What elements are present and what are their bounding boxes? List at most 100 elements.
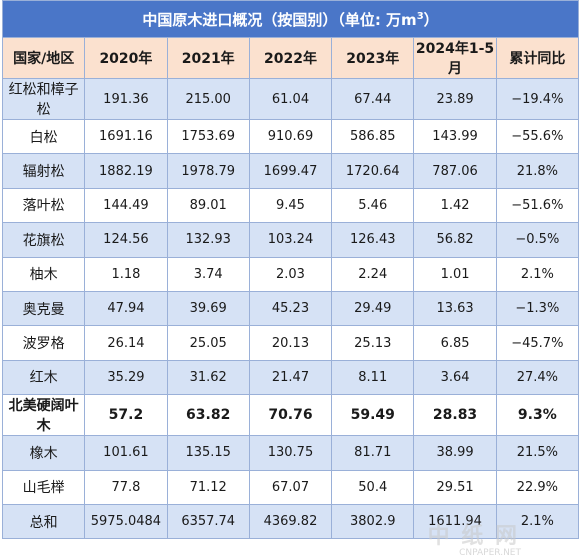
value-cell: 4369.82: [248, 503, 333, 540]
value-cell: 13.63: [413, 290, 497, 327]
value-cell: 124.56: [84, 222, 168, 258]
row-label-cell: 北美硬阔叶木: [1, 394, 86, 437]
table-row: 橡木 101.61 135.15 130.75 81.71 38.99 21.5%: [1, 435, 580, 471]
value-cell: 215.00: [166, 78, 250, 120]
value-cell: 31.62: [166, 359, 250, 396]
table-row: 红松和樟子松 191.36 215.00 61.04 67.44 23.89 −19.4%: [1, 78, 580, 120]
value-cell: −51.6%: [495, 187, 580, 224]
value-cell: 3802.9: [331, 503, 415, 540]
value-cell: 21.8%: [495, 153, 580, 189]
value-cell: 144.49: [84, 187, 168, 224]
import-table: 中国原木进口概况（按国别）（单位: 万m3） 国家/地区 2020年 2021年 20…: [1, 0, 580, 540]
value-cell: 45.23: [248, 290, 333, 327]
value-cell: 20.13: [248, 325, 333, 361]
value-cell: 6357.74: [166, 503, 250, 540]
row-label-cell: 花旗松: [1, 222, 86, 258]
value-cell: 21.5%: [495, 435, 580, 471]
table-row: 北美硬阔叶木 57.2 63.82 70.76 59.49 28.83 9.3%: [1, 394, 580, 437]
value-cell: 22.9%: [495, 469, 580, 505]
value-cell: 103.24: [248, 222, 333, 258]
value-cell: −45.7%: [495, 325, 580, 361]
value-cell: 1.42: [413, 187, 497, 224]
value-cell: 1611.94: [413, 503, 497, 540]
value-cell: 3.64: [413, 359, 497, 396]
value-cell: 25.13: [331, 325, 415, 361]
value-cell: 67.44: [331, 78, 415, 120]
value-cell: 38.99: [413, 435, 497, 471]
value-cell: 2.1%: [495, 503, 580, 540]
value-cell: 787.06: [413, 153, 497, 189]
value-cell: 28.83: [413, 394, 497, 437]
value-cell: 67.07: [248, 469, 333, 505]
value-cell: 39.69: [166, 290, 250, 327]
value-cell: 81.71: [331, 435, 415, 471]
value-cell: 8.11: [331, 359, 415, 396]
value-cell: 2.03: [248, 256, 333, 292]
table-title: 中国原木进口概况（按国别）（单位: 万m3）: [2, 0, 579, 38]
value-cell: 47.94: [84, 290, 168, 327]
value-cell: −19.4%: [495, 78, 580, 120]
table-row: 辐射松 1882.19 1978.79 1699.47 1720.64 787.06 21.…: [1, 153, 580, 189]
table-row: 花旗松 124.56 132.93 103.24 126.43 56.82 −0.5%: [1, 222, 580, 258]
column-header: 2021年: [166, 37, 250, 79]
row-label-cell: 辐射松: [1, 153, 86, 189]
table-row: 柚木 1.18 3.74 2.03 2.24 1.01 2.1%: [1, 256, 580, 292]
value-cell: 71.12: [166, 469, 250, 505]
value-cell: −1.3%: [495, 290, 580, 327]
row-label-cell: 白松: [1, 118, 86, 155]
row-label-cell: 奥克曼: [1, 290, 86, 327]
row-label-cell: 总和: [1, 503, 86, 540]
watermark-site: CNPAPER.NET: [459, 548, 521, 558]
table-row: 波罗格 26.14 25.05 20.13 25.13 6.85 −45.7%: [1, 325, 580, 361]
row-label-cell: 波罗格: [1, 325, 86, 361]
value-cell: 35.29: [84, 359, 168, 396]
value-cell: 132.93: [166, 222, 250, 258]
value-cell: 1.18: [84, 256, 168, 292]
value-cell: 143.99: [413, 118, 497, 155]
value-cell: 191.36: [84, 78, 168, 120]
value-cell: 2.24: [331, 256, 415, 292]
value-cell: 910.69: [248, 118, 333, 155]
value-cell: 1882.19: [84, 153, 168, 189]
column-header: 2022年: [248, 37, 333, 79]
table-title-superscript: 3: [416, 10, 424, 22]
value-cell: 1978.79: [166, 153, 250, 189]
column-header: 2020年: [84, 37, 168, 79]
table-row: 落叶松 144.49 89.01 9.45 5.46 1.42 −51.6%: [1, 187, 580, 224]
value-cell: 77.8: [84, 469, 168, 505]
value-cell: 61.04: [248, 78, 333, 120]
table-row: 红木 35.29 31.62 21.47 8.11 3.64 27.4%: [1, 359, 580, 396]
value-cell: 126.43: [331, 222, 415, 258]
value-cell: −55.6%: [495, 118, 580, 155]
value-cell: 23.89: [413, 78, 497, 120]
row-label-cell: 红松和樟子松: [1, 78, 86, 120]
value-cell: 2.1%: [495, 256, 580, 292]
value-cell: 9.3%: [495, 394, 580, 437]
value-cell: 63.82: [166, 394, 250, 437]
row-label-cell: 落叶松: [1, 187, 86, 224]
value-cell: 9.45: [248, 187, 333, 224]
value-cell: 25.05: [166, 325, 250, 361]
table-title-main: 中国原木进口概况（按国别）（单位: 万m: [142, 10, 417, 29]
row-label-cell: 山毛榉: [1, 469, 86, 505]
value-cell: 1691.16: [84, 118, 168, 155]
value-cell: 1720.64: [331, 153, 415, 189]
value-cell: 29.51: [413, 469, 497, 505]
table-row: 奥克曼 47.94 39.69 45.23 29.49 13.63 −1.3%: [1, 290, 580, 327]
value-cell: 586.85: [331, 118, 415, 155]
value-cell: 59.49: [331, 394, 415, 437]
table-row: 山毛榉 77.8 71.12 67.07 50.4 29.51 22.9%: [1, 469, 580, 505]
table-title-tail: ）: [423, 10, 439, 29]
value-cell: 3.74: [166, 256, 250, 292]
value-cell: 5975.0484: [84, 503, 168, 540]
value-cell: 135.15: [166, 435, 250, 471]
row-label-cell: 红木: [1, 359, 86, 396]
value-cell: 56.82: [413, 222, 497, 258]
column-header: 累计同比: [495, 37, 580, 79]
value-cell: 6.85: [413, 325, 497, 361]
row-label-cell: 柚木: [1, 256, 86, 292]
value-cell: 50.4: [331, 469, 415, 505]
value-cell: −0.5%: [495, 222, 580, 258]
table-row: 总和 5975.0484 6357.74 4369.82 3802.9 1611.94 2.…: [1, 503, 580, 540]
